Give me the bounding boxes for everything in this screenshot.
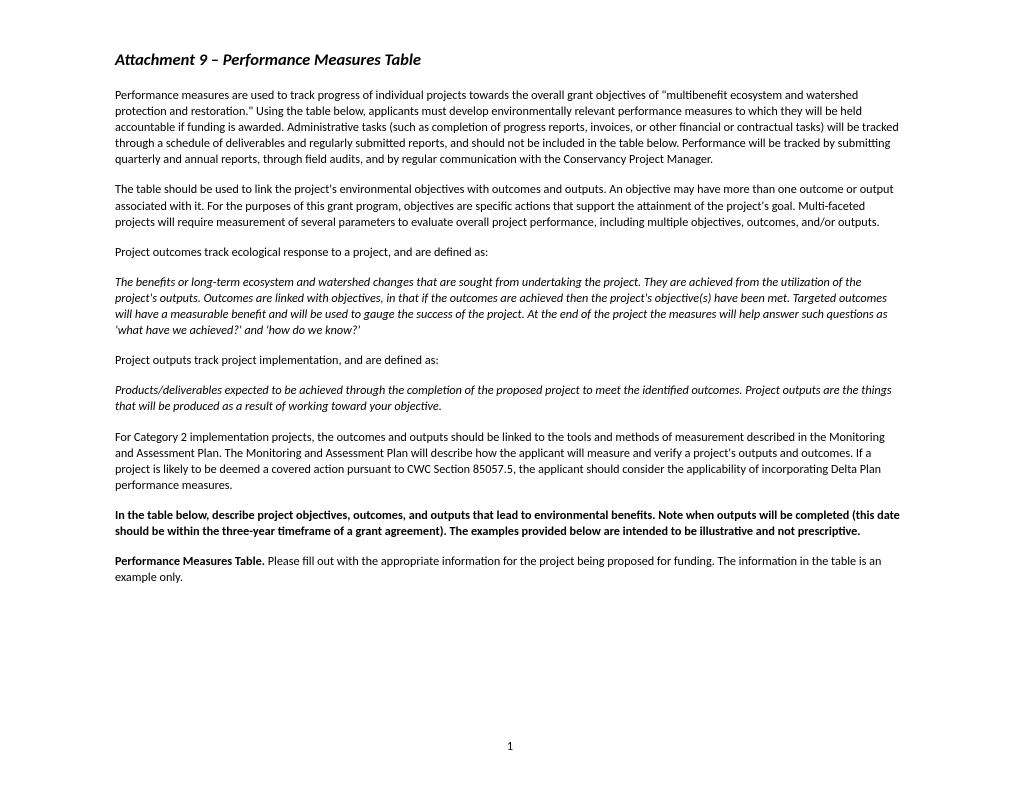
- paragraph-outputs-lead: Project outputs track project implementa…: [115, 353, 905, 369]
- paragraph-intro: Performance measures are used to track p…: [115, 88, 905, 168]
- paragraph-category2: For Category 2 implementation projects, …: [115, 430, 905, 494]
- document-page: Attachment 9 – Performance Measures Tabl…: [0, 0, 1020, 586]
- page-title: Attachment 9 – Performance Measures Tabl…: [115, 50, 905, 70]
- paragraph-linking: The table should be used to link the pro…: [115, 182, 905, 230]
- page-number: 1: [0, 739, 1020, 754]
- paragraph-instructions: In the table below, describe project obj…: [115, 508, 905, 540]
- table-lead-label: Performance Measures Table.: [115, 554, 265, 569]
- paragraph-outputs-def: Products/deliverables expected to be ach…: [115, 383, 905, 415]
- paragraph-outcomes-def: The benefits or long-term ecosystem and …: [115, 275, 905, 339]
- paragraph-outcomes-lead: Project outcomes track ecological respon…: [115, 245, 905, 261]
- paragraph-table-lead: Performance Measures Table. Please fill …: [115, 554, 905, 586]
